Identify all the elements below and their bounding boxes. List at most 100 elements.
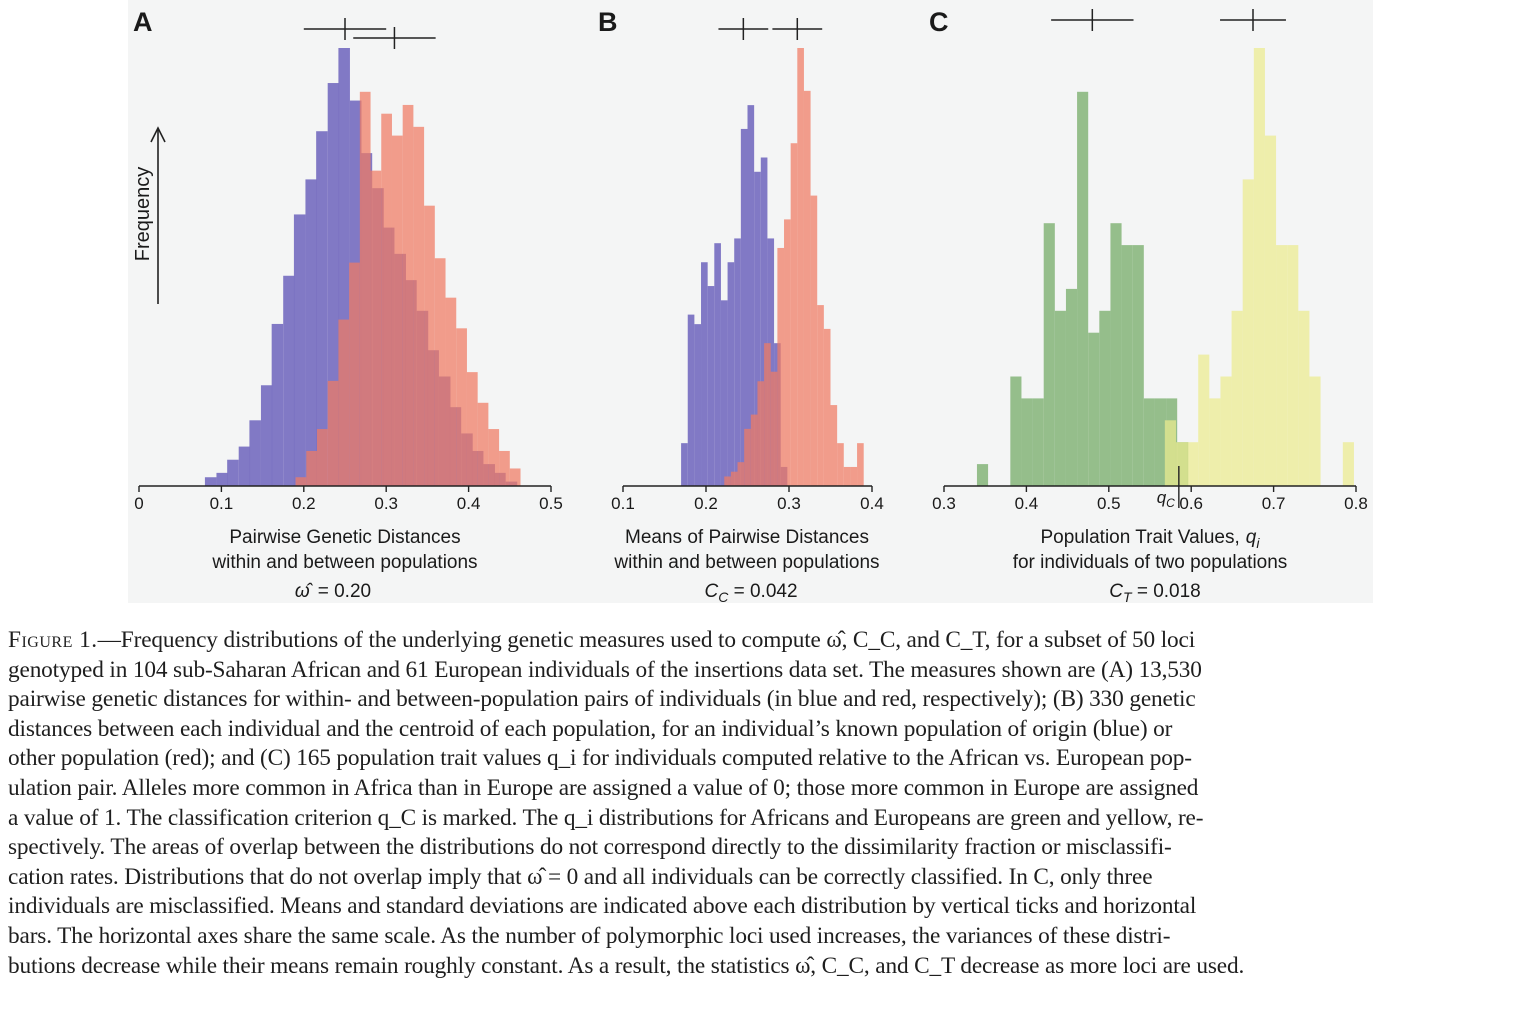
histogram-bar-within [747, 105, 755, 486]
panel-a: A 0 0.1 0.2 0.3 0.4 0.5 Pairwise Genetic Dist… [133, 7, 563, 602]
y-axis-label: Frequency [132, 167, 154, 262]
histogram-bar-between [764, 343, 771, 486]
histogram-bar-between [477, 402, 489, 486]
histogram-bar-Africans [1121, 245, 1133, 486]
x-tick-label: 0.4 [1015, 494, 1039, 513]
histogram-bar-between [770, 371, 778, 486]
x-tick-label: 0.1 [611, 494, 635, 513]
panel-c-xlabel-var-sub: i [1256, 535, 1260, 551]
panel-c-stat-symbol: C [1109, 581, 1123, 602]
histogram-bar-between [837, 443, 844, 486]
histogram-bar-between [803, 90, 811, 486]
histogram-bar-Africans [1010, 376, 1022, 486]
x-tick-label: 0.3 [932, 494, 956, 513]
histogram-bar-between [359, 91, 371, 487]
caption-line: a value of 1. The classification criteri… [8, 804, 1204, 831]
panel-c-stat-sub: T [1123, 589, 1133, 605]
caption-line: distances between each individual and th… [8, 715, 1173, 742]
histogram-bar-within [305, 179, 317, 486]
histogram-bar-within [327, 83, 340, 486]
panel-c-bars [976, 48, 1354, 487]
histogram-bar-Africans [1065, 288, 1078, 486]
histogram-bar-between [784, 219, 791, 487]
panel-b-stat-symbol: C [704, 581, 718, 602]
histogram-bar-within [316, 131, 328, 486]
histogram-bar-between [381, 113, 392, 486]
histogram-bar-Europeans [1209, 398, 1221, 486]
caption-line: spectively. The areas of overlap between… [8, 834, 1172, 861]
histogram-bar-within [238, 446, 251, 486]
histogram-bar-between [724, 476, 731, 486]
panel-a-letter: A [133, 7, 153, 37]
histogram-bar-between [402, 104, 414, 486]
histogram-bar-Africans [1054, 310, 1066, 486]
histogram-bar-Africans [1088, 332, 1100, 486]
panel-b-stat-sub: C [718, 589, 729, 605]
histogram-bar-between [790, 143, 798, 486]
panel-b-bars [681, 48, 864, 487]
histogram-bar-between [730, 471, 738, 486]
histogram-bar-between [817, 305, 824, 486]
panel-a-ticks: 0 0.1 0.2 0.3 0.4 0.5 [134, 486, 563, 513]
histogram-bar-within [701, 262, 708, 486]
histogram-bar-within [338, 48, 350, 486]
panel-b-statistic: CC = 0.042 [704, 581, 797, 605]
panel-c-xlabel-text: Population Trait Values, [1041, 527, 1240, 548]
y-axis-frequency: Frequency [132, 126, 166, 304]
histogram-bar-between [843, 466, 851, 486]
histogram-bar-between [750, 414, 758, 486]
x-tick-label: 0.3 [374, 494, 398, 513]
histogram-bar-Africans [976, 464, 989, 486]
histogram-bar-within [687, 314, 695, 486]
panel-b-stat-value: = 0.042 [728, 581, 797, 602]
panel-c-stat-value: = 0.018 [1132, 581, 1201, 602]
omega-hat-symbol: ω̂ [295, 581, 314, 602]
figure-1: Frequency A 0 0.1 0.2 0.3 0.4 0.5 Pairwise Ge… [128, 0, 1373, 605]
histogram-bar-Africans [1077, 91, 1089, 487]
panel-c-xlabel-var: q [1246, 527, 1257, 548]
histogram-bar-between [327, 380, 339, 486]
panel-b-letter: B [598, 7, 618, 37]
histogram-bar-within [720, 300, 728, 486]
histogram-bar-Africans [1032, 398, 1044, 486]
histogram-bar-between [434, 258, 446, 486]
histogram-bar-within [694, 324, 702, 486]
histogram-bar-within [249, 420, 261, 486]
panel-c-xlabel-line1: Population Trait Values, qi [1041, 527, 1261, 551]
histogram-bar-within [216, 472, 228, 486]
histogram-bar-within [227, 459, 239, 486]
histogram-bar-between [830, 405, 838, 486]
caption-line: Figure 1.—Frequency distributions of the… [8, 626, 1496, 656]
histogram-bar-Europeans [1242, 179, 1254, 486]
histogram-bar-between [456, 328, 467, 486]
histogram-bar-between [737, 462, 745, 486]
histogram-bar-between [370, 170, 382, 486]
caption-line: pairwise genetic distances for within- a… [8, 686, 1196, 713]
histogram-bar-between [295, 477, 307, 486]
histogram-bar-between [338, 319, 350, 486]
histogram-bar-within [734, 238, 741, 486]
caption-line: cation rates. Distributions that do not … [8, 863, 1153, 890]
histogram-bar-Africans [1154, 398, 1167, 486]
histogram-bar-between [744, 428, 751, 486]
histogram-bar-between [509, 468, 521, 486]
histogram-bar-Europeans [1175, 442, 1188, 486]
histogram-bar-Africans [1132, 245, 1144, 486]
histogram-bar-between [466, 372, 478, 486]
panel-b-ticks: 0.1 0.2 0.3 0.4 [611, 486, 884, 513]
caption-line: bars. The horizontal axes share the same… [8, 922, 1171, 949]
x-tick-label: 0 [134, 494, 143, 513]
caption-line-text: —Frequency distributions of the underlyi… [97, 627, 1196, 653]
histogram-bar-within [740, 128, 748, 486]
panel-c: C 0.3 0.4 0.5 0.6 0.7 0.8 qC Population Trait… [929, 7, 1368, 605]
caption-line: genotyped in 104 sub-Saharan African and… [8, 656, 1202, 683]
panel-a-stat-value: = 0.20 [318, 581, 371, 602]
criterion-sub: C [1166, 496, 1175, 510]
histogram-bar-between [306, 450, 317, 486]
histogram-bar-between [797, 48, 804, 486]
panel-b-xlabel-line1: Means of Pairwise Distances [625, 527, 869, 548]
histogram-bar-between [445, 297, 457, 486]
histogram-bar-Europeans [1309, 376, 1321, 486]
histogram-bar-between [823, 328, 831, 486]
histogram-bar-between [499, 450, 510, 486]
